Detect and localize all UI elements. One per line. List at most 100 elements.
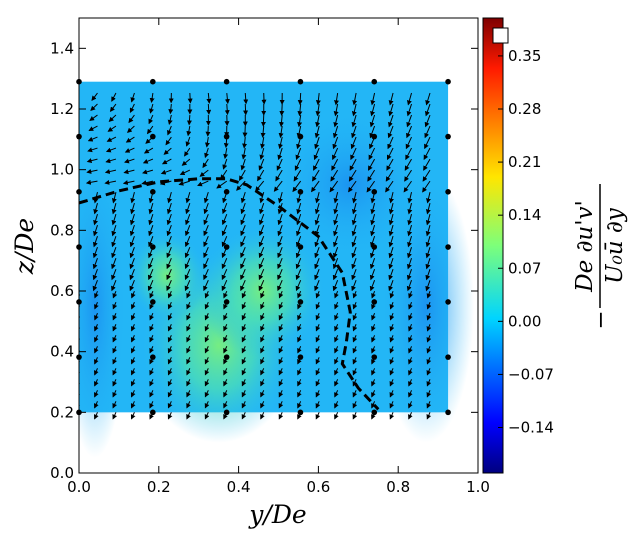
vector-arrow-572 xyxy=(426,379,432,387)
vector-arrow-142 xyxy=(142,158,154,164)
vector-arrow-183 xyxy=(186,368,191,376)
vector-arrow-598 xyxy=(425,92,431,106)
vector-arrow-563 xyxy=(405,147,412,161)
measurement-point-4-5 xyxy=(371,133,378,140)
vector-arrow-146 xyxy=(148,114,154,125)
vector-arrow-299 xyxy=(260,412,265,420)
vector-arrow-325 xyxy=(260,125,266,138)
colorbar-marker xyxy=(492,27,509,44)
vector-arrow-256 xyxy=(221,224,228,237)
vector-arrow-23 xyxy=(79,148,80,149)
vector-arrow-491 xyxy=(369,280,376,292)
vector-arrow-314 xyxy=(258,246,265,259)
vector-arrow-83 xyxy=(105,147,117,153)
vector-arrow-114 xyxy=(125,136,135,143)
vector-arrow-483 xyxy=(371,368,376,376)
vector-arrow-78 xyxy=(111,202,117,215)
vector-arrow-525 xyxy=(388,236,394,248)
vector-arrow-595 xyxy=(424,125,431,139)
vector-arrow-334 xyxy=(278,357,284,365)
vector-arrow-506 xyxy=(369,114,376,128)
vector-arrow-228 xyxy=(203,202,209,215)
vector-arrow-565 xyxy=(406,125,412,139)
vector-arrow-597 xyxy=(424,103,431,117)
vector-arrow-391 xyxy=(315,390,321,398)
vector-arrow-492 xyxy=(369,269,376,281)
vector-arrow-40 xyxy=(94,291,99,299)
vector-arrow-428 xyxy=(334,313,339,321)
vector-arrow-204 xyxy=(185,136,191,147)
vector-arrow-417 xyxy=(315,103,321,117)
vector-arrow-212 xyxy=(204,379,210,387)
vector-arrow-169 xyxy=(167,191,172,204)
vector-arrow-413 xyxy=(313,147,320,161)
vector-arrow-436 xyxy=(333,224,339,237)
vector-arrow-477 xyxy=(351,103,357,117)
vector-arrow-200 xyxy=(178,180,190,186)
vector-arrow-147 xyxy=(149,103,154,114)
x-tick-label-0: 0.0 xyxy=(67,478,91,496)
vector-arrow-351 xyxy=(275,169,283,182)
vector-arrow-205 xyxy=(186,125,192,137)
vector-arrow-179 xyxy=(186,412,191,420)
vector-arrow-398 xyxy=(315,313,321,321)
vector-arrow-551 xyxy=(406,280,412,292)
vector-arrow-11 xyxy=(79,280,80,282)
vector-arrow-375 xyxy=(295,235,302,248)
vector-arrow-343 xyxy=(277,257,283,270)
vector-arrow-65 xyxy=(112,346,118,354)
vector-arrow-293 xyxy=(241,147,247,160)
vector-arrow-115 xyxy=(126,125,135,133)
vector-arrow-554 xyxy=(407,247,413,259)
vector-arrow-232 xyxy=(202,158,209,169)
vector-arrow-426 xyxy=(334,335,339,343)
vector-arrow-175 xyxy=(167,125,172,136)
vector-arrow-226 xyxy=(203,224,209,237)
vector-arrow-357 xyxy=(279,103,285,117)
vector-arrow-584 xyxy=(425,247,431,259)
vector-arrow-182 xyxy=(186,379,191,387)
vector-arrow-437 xyxy=(333,213,339,226)
vector-arrow-448 xyxy=(334,92,339,106)
vector-arrow-579 xyxy=(426,302,432,310)
vector-arrow-377 xyxy=(296,213,302,226)
vector-arrow-545 xyxy=(408,346,413,354)
vector-arrow-336 xyxy=(278,335,284,343)
vector-arrow-393 xyxy=(315,368,321,376)
vector-arrow-208 xyxy=(187,92,193,104)
vector-arrow-75 xyxy=(111,235,117,248)
vector-arrow-418 xyxy=(315,92,321,106)
vector-arrow-493 xyxy=(369,258,376,270)
vector-arrow-215 xyxy=(204,346,210,354)
vector-arrow-468 xyxy=(351,202,357,215)
vector-arrow-420 xyxy=(334,401,339,409)
vector-arrow-196 xyxy=(184,224,191,237)
vector-arrow-498 xyxy=(370,202,376,215)
measurement-point-4-1 xyxy=(371,354,378,360)
vector-arrow-285 xyxy=(240,235,246,248)
vector-arrow-258 xyxy=(222,202,228,215)
field-patch-5 xyxy=(126,230,207,322)
vector-arrow-301 xyxy=(260,390,265,398)
vector-arrow-69 xyxy=(112,302,118,310)
vector-arrow-338 xyxy=(278,313,284,321)
vector-arrow-474 xyxy=(350,136,357,150)
vector-arrow-220 xyxy=(204,291,210,299)
vector-arrow-137 xyxy=(148,213,154,226)
vector-arrow-171 xyxy=(160,169,172,175)
vector-arrow-66 xyxy=(112,335,118,343)
vector-arrow-460 xyxy=(352,291,358,299)
measurement-point-5-1 xyxy=(445,354,451,360)
vector-arrow-145 xyxy=(146,125,154,135)
vector-arrow-373 xyxy=(295,257,302,270)
vector-arrow-514 xyxy=(389,357,395,365)
vector-arrow-397 xyxy=(315,324,321,332)
measurement-point-3-3 xyxy=(297,244,304,250)
vector-arrow-274 xyxy=(241,357,247,365)
vector-arrow-113 xyxy=(124,147,135,153)
vector-arrow-60 xyxy=(112,401,117,409)
vector-arrow-133 xyxy=(147,257,154,270)
vector-arrow-356 xyxy=(279,114,284,128)
y-tick-label-5: 1.0 xyxy=(50,161,74,179)
vector-arrow-411 xyxy=(312,169,320,182)
